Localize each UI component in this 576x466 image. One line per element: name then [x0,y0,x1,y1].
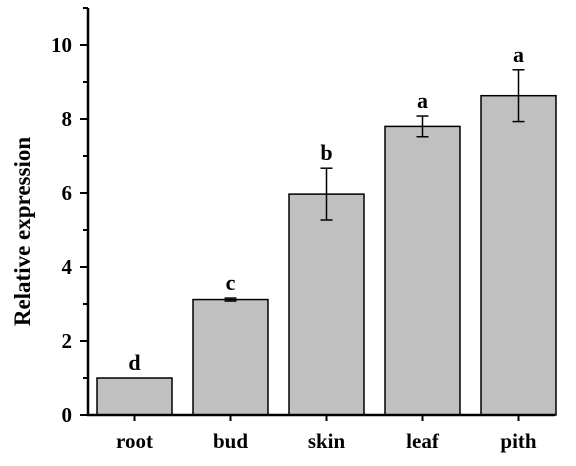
significance-label-bud: c [226,270,236,295]
x-tick-label-leaf: leaf [406,429,440,453]
bar-pith [480,94,557,416]
x-tick-label-skin: skin [308,429,346,453]
bar-root [96,377,173,416]
y-axis-title: Relative expression [10,137,35,327]
x-tick-label-root: root [116,429,153,453]
y-tick-label: 8 [62,107,73,131]
y-ticks-layer: 0 2 4 6 8 10 [51,7,88,427]
significance-label-pith: a [513,42,524,67]
x-ticks-layer: root bud skin leaf pith [116,415,537,453]
y-tick-label: 10 [51,33,72,57]
y-tick-label: 6 [62,181,73,205]
bar-skin [288,193,365,416]
x-tick-label-bud: bud [213,429,248,453]
axes-layer [86,8,555,417]
significance-labels-layer: d c b a a [128,42,524,375]
y-tick-label: 4 [62,255,73,279]
x-tick-label-pith: pith [500,429,537,453]
y-tick-label: 0 [62,403,73,427]
bar-leaf [384,125,461,416]
bar-bud [192,298,269,416]
y-tick-label: 2 [62,329,73,353]
significance-label-leaf: a [417,88,428,113]
significance-label-skin: b [320,140,332,165]
error-bars-layer [224,69,525,302]
significance-label-root: d [128,350,140,375]
